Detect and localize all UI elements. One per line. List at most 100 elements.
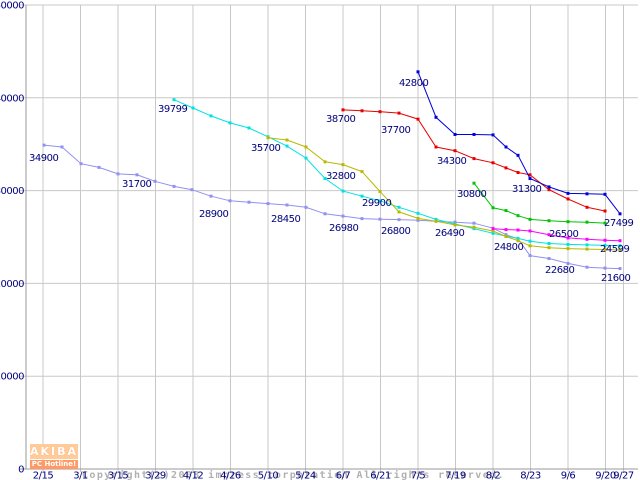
price-label: 35700	[251, 143, 280, 154]
series-lavender-marker	[585, 265, 589, 269]
series-lavender-marker	[42, 143, 46, 147]
series-lavender-marker	[378, 217, 382, 221]
series-red-marker	[472, 157, 476, 161]
series-lavender-marker	[528, 254, 532, 258]
price-label: 32800	[326, 171, 355, 182]
price-label: 28900	[199, 209, 228, 220]
price-label: 26490	[435, 228, 464, 239]
series-cyan-line	[173, 99, 621, 247]
series-lavender-marker	[153, 179, 157, 183]
series-lavender-marker	[209, 194, 213, 198]
series-lavender-marker	[472, 221, 476, 225]
series-magenta-marker	[491, 227, 495, 231]
series-blue-marker	[504, 145, 508, 149]
series-cyan-marker	[585, 243, 589, 247]
series-cyan-marker	[172, 98, 176, 102]
series-cyan-marker	[323, 177, 327, 181]
series-red-marker	[360, 109, 364, 113]
series-olive-marker	[528, 244, 532, 248]
series-cyan-marker	[247, 126, 251, 130]
akiba-logo-title: AKIBA	[30, 444, 79, 459]
series-green-marker	[472, 181, 476, 185]
series-lavender-marker	[60, 145, 64, 149]
series-olive-marker	[585, 247, 589, 251]
series-lavender-marker	[547, 257, 551, 261]
series-red-marker	[603, 209, 607, 213]
series-lavender-marker	[285, 203, 289, 207]
series-green-marker	[528, 217, 532, 221]
price-label: 38700	[326, 114, 355, 125]
series-olive-marker	[453, 223, 457, 227]
series-magenta-marker	[528, 229, 532, 233]
series-cyan-marker	[209, 114, 213, 118]
series-red-marker	[547, 188, 551, 192]
series-blue-marker	[491, 133, 495, 137]
x-tick-label: 7/19	[445, 471, 466, 480]
series-lavender-marker	[172, 184, 176, 188]
price-label: 26800	[381, 226, 410, 237]
x-tick-label: 5/24	[295, 471, 316, 480]
x-tick-label: 6/7	[336, 471, 351, 480]
series-lavender-marker	[341, 214, 345, 218]
series-cyan-marker	[416, 211, 420, 215]
price-label: 34900	[29, 153, 58, 164]
series-olive-marker	[566, 247, 570, 251]
copyright-line: Copyright(c)2003 impress corporation All…	[82, 470, 505, 480]
x-tick-label: 9/20	[595, 471, 616, 480]
series-lavender-marker	[453, 220, 457, 224]
series-lavender-marker	[304, 205, 308, 209]
series-olive-marker	[378, 190, 382, 194]
series-cyan-marker	[341, 189, 345, 193]
series-lavender-marker	[116, 172, 120, 176]
series-lavender-marker	[190, 188, 194, 192]
series-magenta-marker	[603, 238, 607, 242]
series-green-marker	[491, 206, 495, 210]
series-blue-marker	[585, 192, 589, 196]
price-label: 29900	[362, 198, 391, 209]
series-cyan-marker	[397, 205, 401, 209]
series-cyan-marker	[528, 239, 532, 243]
series-red-marker	[434, 145, 438, 149]
series-green-marker	[566, 220, 570, 224]
series-red-marker	[491, 161, 495, 165]
series-olive-marker	[603, 248, 607, 252]
series-red-marker	[416, 117, 420, 121]
series-blue-marker	[618, 212, 622, 216]
series-olive-marker	[434, 219, 438, 223]
series-lavender-marker	[397, 218, 401, 222]
series-magenta-marker	[504, 228, 508, 232]
series-red-marker	[397, 111, 401, 115]
y-tick-label: 40000	[0, 93, 24, 104]
series-lavender-marker	[135, 173, 139, 177]
copyright-footer: Copyright(c)2003 impress corporation All…	[82, 443, 505, 480]
series-red-marker	[341, 108, 345, 112]
series-blue-marker	[566, 191, 570, 195]
series-olive-marker	[618, 248, 622, 252]
akiba-pc-hotline-logo: AKIBA PC Hotline!	[30, 444, 78, 469]
series-olive-marker	[360, 170, 364, 174]
series-red-marker	[528, 173, 532, 177]
series-lavender-line	[43, 144, 621, 270]
price-label: 34300	[437, 156, 466, 167]
series-green-marker	[603, 221, 607, 225]
series-magenta-marker	[618, 239, 622, 243]
y-tick-label: 20000	[0, 279, 24, 290]
series-cyan-marker	[228, 121, 232, 125]
series-magenta-marker	[585, 237, 589, 241]
series-lavender-marker	[566, 261, 570, 265]
y-tick-label: 30000	[0, 186, 24, 197]
series-cyan-marker	[191, 106, 195, 110]
series-green-marker	[585, 220, 589, 224]
x-tick-label: 4/26	[220, 471, 241, 480]
series-red-marker	[378, 110, 382, 114]
series-cyan-marker	[516, 236, 520, 240]
y-tick-label: 0	[18, 465, 24, 476]
series-olive-marker	[491, 229, 495, 233]
series-lavender-marker	[266, 202, 270, 206]
series-olive-marker	[416, 216, 420, 220]
price-label: 26500	[549, 229, 578, 240]
series-olive-marker	[285, 138, 289, 142]
akiba-logo-subtitle: PC Hotline!	[30, 460, 78, 469]
